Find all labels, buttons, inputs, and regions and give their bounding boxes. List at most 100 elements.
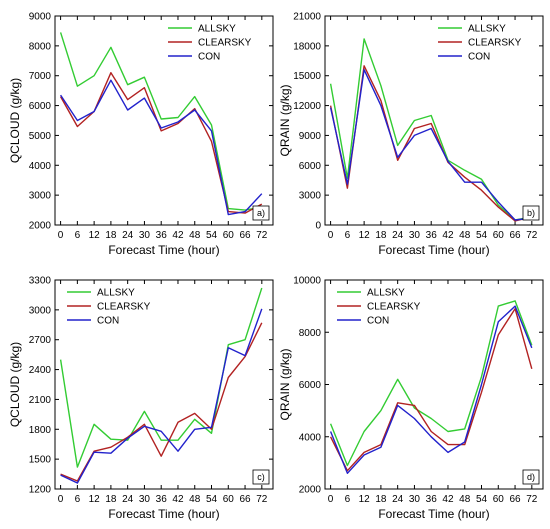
x-axis-title: Forecast Time (hour)	[378, 243, 489, 257]
y-tick-label: 6000	[299, 380, 322, 391]
chart-panel-3: 0 6 12 18 24 30 36 42 48 54 60 66 72 1200 1500 1800 2100…	[8, 276, 274, 521]
y-tick-label: 1800	[29, 425, 52, 436]
x-tick-label: 6	[345, 494, 351, 505]
x-tick-label: 30	[139, 494, 151, 505]
y-tick-label: 1200	[29, 485, 52, 496]
series-line-con	[60, 308, 263, 484]
x-tick-label: 36	[426, 230, 438, 241]
series-line-con	[329, 305, 533, 474]
x-tick-label: 24	[122, 230, 134, 241]
plot-frame	[324, 15, 544, 226]
x-tick-label: 66	[239, 494, 251, 505]
y-tick-label: 3000	[29, 191, 52, 202]
legend-label-allsky: ALLSKY	[198, 24, 236, 35]
y-tick-label: 8000	[299, 328, 322, 339]
legend-label-clearsky: CLEARSKY	[97, 302, 151, 313]
series-line-clearsky	[329, 65, 532, 222]
x-tick-label: 36	[156, 494, 168, 505]
y-tick-label: 3300	[29, 276, 52, 287]
x-tick-label: 60	[493, 494, 505, 505]
series-line-clearsky	[329, 308, 533, 472]
panel-tag-box	[252, 205, 270, 221]
x-tick-label: 18	[375, 230, 387, 241]
y-tick-label: 4000	[299, 432, 322, 443]
legend-label-con: CON	[468, 52, 490, 63]
legend-label-clearsky: CLEARSKY	[468, 38, 522, 49]
legend-label-con: CON	[198, 52, 220, 63]
y-tick-label: 4000	[29, 161, 52, 172]
y-tick-label: 3000	[29, 305, 52, 316]
y-tick-label: 2100	[29, 395, 52, 406]
y-tick-label: 5000	[29, 131, 52, 142]
y-tick-label: 8000	[29, 41, 52, 52]
y-tick-label: 2000	[299, 485, 322, 496]
y-axis-title: QRAIN (g/kg)	[278, 84, 292, 156]
x-tick-label: 6	[345, 230, 351, 241]
series-line-allsky	[329, 38, 532, 221]
x-tick-label: 24	[392, 494, 404, 505]
x-tick-label: 24	[392, 230, 404, 241]
y-tick-label: 0	[315, 221, 321, 232]
x-tick-label: 42	[172, 230, 184, 241]
x-tick-label: 60	[493, 230, 505, 241]
x-tick-label: 54	[206, 230, 218, 241]
x-tick-label: 24	[122, 494, 134, 505]
plot-frame	[54, 15, 274, 226]
chart-panel-2: 0 6 12 18 24 30 36 42 48 54 60 66 720300060009000120…	[278, 12, 544, 257]
x-tick-label: 48	[189, 230, 201, 241]
x-tick-label: 30	[409, 230, 421, 241]
y-tick-label: 21000	[293, 12, 321, 23]
x-tick-label: 12	[89, 230, 101, 241]
x-tick-label: 18	[105, 494, 117, 505]
x-tick-label: 12	[359, 494, 371, 505]
panel-tag-box	[522, 205, 540, 221]
x-tick-label: 72	[256, 230, 268, 241]
y-tick-label: 9000	[29, 12, 52, 23]
x-tick-label: 72	[256, 494, 268, 505]
y-tick-label: 9000	[299, 131, 322, 142]
legend-label-con: CON	[97, 316, 119, 327]
y-axis-title: QCLOUD (g/kg)	[8, 78, 22, 163]
x-tick-label: 66	[509, 494, 521, 505]
x-tick-label: 6	[75, 230, 81, 241]
x-axis-title: Forecast Time (hour)	[108, 507, 219, 521]
plot-frame	[54, 279, 274, 490]
x-tick-label: 42	[442, 494, 454, 505]
y-tick-label: 12000	[293, 101, 321, 112]
x-tick-label: 36	[156, 230, 168, 241]
chart-panel-4: 0 6 12 18 24 30 36 42 48 54 60 66 72 2000 4000 6000 8000…	[278, 276, 544, 521]
series-line-allsky	[59, 32, 262, 211]
panel-tag: a)	[257, 208, 265, 218]
y-tick-label: 2000	[29, 221, 52, 232]
y-tick-label: 2700	[29, 335, 52, 346]
x-tick-label: 54	[206, 494, 218, 505]
y-tick-label: 15000	[293, 71, 321, 82]
y-tick-label: 1500	[29, 455, 52, 466]
x-tick-label: 48	[459, 494, 471, 505]
x-tick-label: 72	[526, 494, 538, 505]
x-tick-label: 48	[459, 230, 471, 241]
panel-tag-box	[252, 469, 270, 485]
chart-panel-1: 0 6 12 18 24 30 36 42 48 54 60 66 72 2000 3000 4000 5000…	[8, 12, 274, 257]
series-line-con	[60, 79, 263, 216]
y-tick-label: 10000	[293, 276, 321, 287]
panel-tag: d)	[527, 472, 535, 482]
x-tick-label: 42	[442, 230, 454, 241]
y-axis-title: QCLOUD (g/kg)	[8, 342, 22, 427]
panel-tag: b)	[527, 208, 535, 218]
legend-label-allsky: ALLSKY	[468, 24, 506, 35]
x-tick-label: 18	[105, 230, 117, 241]
x-tick-label: 66	[509, 230, 521, 241]
legend-label-allsky: ALLSKY	[97, 288, 135, 299]
x-tick-label: 0	[58, 230, 64, 241]
x-tick-label: 66	[239, 230, 251, 241]
y-tick-label: 6000	[299, 161, 322, 172]
x-tick-label: 12	[359, 230, 371, 241]
x-tick-label: 60	[223, 230, 235, 241]
series-line-allsky	[329, 300, 533, 467]
x-tick-label: 6	[75, 494, 81, 505]
x-tick-label: 60	[223, 494, 235, 505]
series-line-clearsky	[60, 322, 263, 482]
y-tick-label: 6000	[29, 101, 52, 112]
